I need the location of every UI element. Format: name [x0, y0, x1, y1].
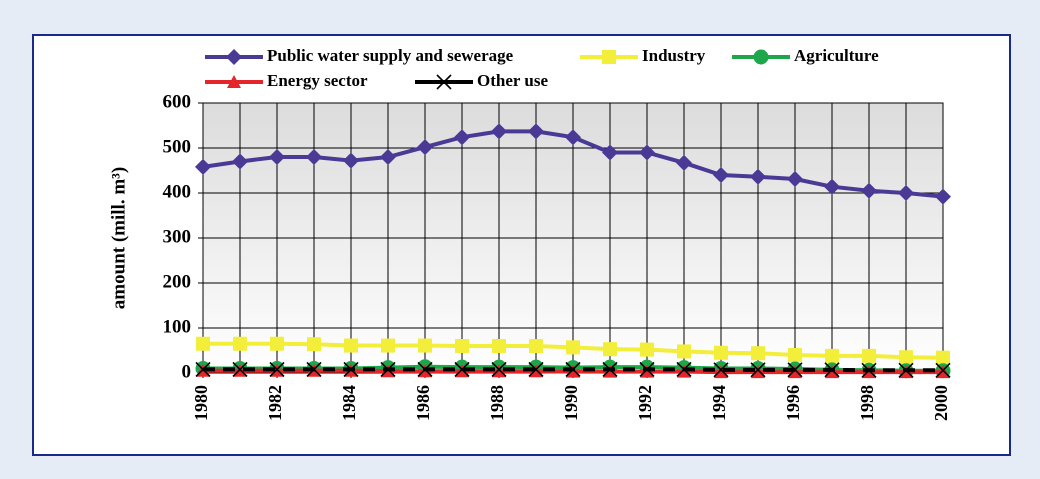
- marker: [751, 346, 765, 361]
- marker: [418, 338, 432, 353]
- marker: [676, 154, 692, 171]
- marker: [270, 336, 284, 351]
- marker: [713, 167, 729, 183]
- legend-marker: [753, 49, 769, 65]
- marker: [898, 362, 914, 378]
- marker: [233, 336, 247, 351]
- x-tick-label: 1982: [265, 385, 285, 421]
- legend-marker: [227, 75, 241, 88]
- legend-marker: [602, 50, 616, 64]
- marker: [750, 362, 766, 378]
- marker: [232, 361, 248, 377]
- legend-marker: [436, 74, 452, 90]
- marker: [935, 362, 951, 378]
- marker: [787, 362, 803, 378]
- marker: [454, 129, 470, 146]
- y-axis-label: amount (mill. m³): [108, 167, 129, 309]
- marker: [269, 149, 285, 165]
- marker: [714, 365, 728, 379]
- marker: [788, 348, 802, 362]
- marker: [528, 361, 544, 377]
- marker: [861, 362, 877, 378]
- x-tick-label: 1988: [487, 385, 507, 421]
- x-tick-label: 1994: [709, 385, 729, 421]
- marker: [306, 361, 322, 377]
- y-tick-label: 0: [182, 361, 192, 382]
- legend-label: Agriculture: [794, 46, 879, 65]
- marker: [306, 149, 322, 165]
- marker: [862, 348, 876, 363]
- y-tick-label: 600: [163, 91, 192, 112]
- marker: [491, 361, 507, 377]
- marker: [196, 336, 210, 351]
- marker: [639, 361, 655, 377]
- x-tick-label: 1990: [561, 385, 581, 421]
- marker: [602, 144, 618, 161]
- y-tick-label: 300: [163, 226, 192, 247]
- marker: [529, 339, 543, 353]
- marker: [381, 338, 395, 353]
- marker: [455, 339, 469, 353]
- marker: [788, 365, 802, 379]
- marker: [380, 149, 396, 165]
- marker: [417, 139, 433, 156]
- marker: [825, 348, 839, 363]
- marker: [602, 361, 618, 377]
- x-tick-label: 1998: [857, 385, 877, 421]
- marker: [677, 344, 691, 359]
- marker: [787, 171, 803, 188]
- y-tick-label: 200: [163, 271, 192, 292]
- marker: [491, 123, 507, 140]
- marker: [343, 361, 359, 377]
- marker: [639, 144, 655, 161]
- x-tick-label: 1992: [635, 385, 655, 421]
- legend-label: Industry: [642, 46, 706, 65]
- marker: [269, 361, 285, 377]
- legend-label: Energy sector: [267, 71, 368, 90]
- marker: [603, 342, 617, 357]
- x-tick-label: 1984: [339, 385, 359, 421]
- marker: [640, 342, 654, 357]
- marker: [565, 129, 581, 146]
- marker: [528, 123, 544, 140]
- marker: [343, 152, 359, 169]
- legend-label: Other use: [477, 71, 548, 90]
- y-tick-label: 500: [163, 136, 192, 157]
- marker: [232, 153, 248, 170]
- legend-label: Public water supply and sewerage: [267, 46, 514, 65]
- marker: [935, 188, 951, 205]
- marker: [417, 361, 433, 377]
- marker: [454, 361, 470, 377]
- marker: [195, 158, 211, 175]
- marker: [750, 168, 766, 185]
- marker: [751, 365, 765, 379]
- marker: [344, 338, 358, 353]
- marker: [565, 361, 581, 377]
- legend-marker: [226, 49, 242, 65]
- marker: [899, 350, 913, 365]
- x-tick-label: 1986: [413, 385, 433, 421]
- marker: [898, 185, 914, 201]
- marker: [861, 182, 877, 199]
- marker: [566, 340, 580, 355]
- marker: [380, 361, 396, 377]
- marker: [824, 178, 840, 195]
- x-tick-label: 1996: [783, 385, 803, 421]
- marker: [713, 362, 729, 378]
- marker: [676, 361, 692, 377]
- y-tick-label: 400: [163, 181, 192, 202]
- x-tick-label: 2000: [931, 385, 951, 421]
- y-tick-label: 100: [163, 316, 192, 337]
- marker: [492, 339, 506, 353]
- marker: [936, 350, 950, 365]
- marker: [714, 345, 728, 360]
- x-tick-label: 1980: [191, 385, 211, 421]
- marker: [195, 361, 211, 377]
- marker: [307, 337, 321, 352]
- marker: [824, 362, 840, 378]
